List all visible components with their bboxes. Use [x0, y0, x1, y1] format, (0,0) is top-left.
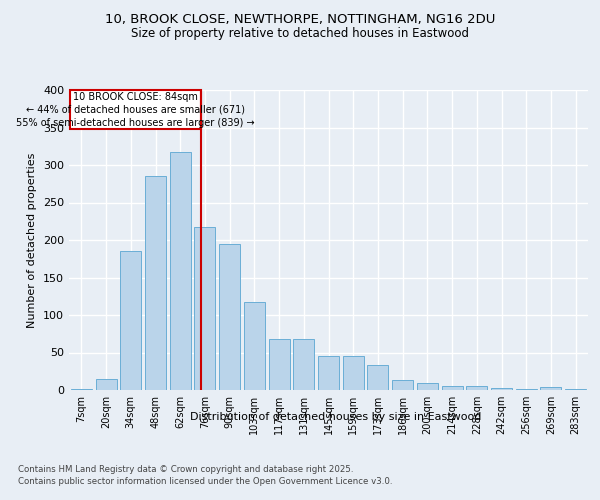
Bar: [565, 388, 586, 390]
Bar: [244, 302, 265, 390]
Bar: [466, 386, 487, 390]
Bar: [442, 386, 463, 390]
Bar: [145, 176, 166, 390]
Text: Distribution of detached houses by size in Eastwood: Distribution of detached houses by size …: [190, 412, 482, 422]
Bar: [194, 226, 215, 390]
Bar: [417, 383, 438, 390]
Bar: [219, 244, 240, 390]
Bar: [95, 379, 116, 390]
Bar: [392, 380, 413, 390]
Bar: [318, 356, 339, 390]
Bar: [170, 152, 191, 390]
FancyBboxPatch shape: [70, 90, 201, 129]
Bar: [516, 388, 537, 390]
Bar: [541, 387, 562, 390]
Bar: [269, 339, 290, 390]
Text: Size of property relative to detached houses in Eastwood: Size of property relative to detached ho…: [131, 28, 469, 40]
Y-axis label: Number of detached properties: Number of detached properties: [28, 152, 37, 328]
Bar: [293, 339, 314, 390]
Bar: [343, 356, 364, 390]
Text: ← 44% of detached houses are smaller (671): ← 44% of detached houses are smaller (67…: [26, 104, 245, 115]
Text: Contains public sector information licensed under the Open Government Licence v3: Contains public sector information licen…: [18, 478, 392, 486]
Text: 10 BROOK CLOSE: 84sqm: 10 BROOK CLOSE: 84sqm: [73, 92, 198, 102]
Bar: [367, 365, 388, 390]
Bar: [491, 388, 512, 390]
Bar: [120, 251, 141, 390]
Text: Contains HM Land Registry data © Crown copyright and database right 2025.: Contains HM Land Registry data © Crown c…: [18, 465, 353, 474]
Text: 55% of semi-detached houses are larger (839) →: 55% of semi-detached houses are larger (…: [16, 118, 255, 128]
Bar: [71, 388, 92, 390]
Text: 10, BROOK CLOSE, NEWTHORPE, NOTTINGHAM, NG16 2DU: 10, BROOK CLOSE, NEWTHORPE, NOTTINGHAM, …: [105, 12, 495, 26]
